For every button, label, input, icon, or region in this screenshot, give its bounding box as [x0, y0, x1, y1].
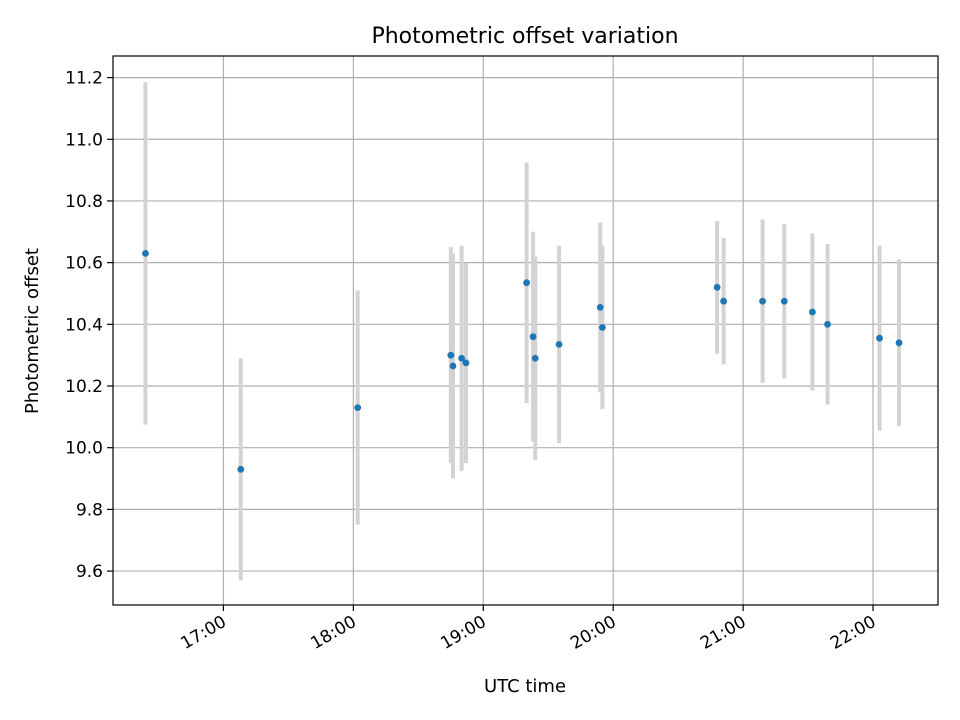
data-point: [449, 362, 457, 370]
y-axis-label: Photometric offset: [22, 248, 43, 414]
data-point: [531, 354, 539, 362]
data-point: [529, 333, 537, 341]
data-point: [780, 297, 788, 305]
y-tick-label: 11.2: [65, 69, 103, 89]
y-tick-label: 9.6: [76, 562, 103, 582]
data-point: [876, 334, 883, 342]
data-point: [462, 359, 470, 367]
data-point: [458, 354, 466, 362]
data-point: [809, 308, 816, 316]
chart-title: Photometric offset variation: [371, 24, 678, 49]
y-tick-label: 11.0: [65, 130, 103, 150]
y-tick-label: 10.0: [65, 439, 103, 459]
data-point: [598, 324, 606, 331]
data-point: [759, 297, 767, 305]
y-tick-label: 10.6: [65, 254, 103, 274]
data-point: [713, 283, 721, 291]
x-axis-label: UTC time: [484, 676, 566, 697]
y-tick-label: 10.2: [65, 377, 103, 397]
data-point: [142, 249, 149, 257]
data-point: [354, 404, 362, 412]
data-point: [447, 351, 455, 359]
y-tick-label: 10.4: [65, 315, 103, 335]
data-point: [555, 340, 563, 348]
y-tick-label: 9.8: [76, 500, 103, 520]
data-point: [237, 465, 245, 473]
data-points: [142, 249, 903, 473]
data-point: [523, 279, 530, 287]
data-point: [720, 297, 728, 305]
data-point: [824, 320, 831, 328]
data-point: [895, 339, 903, 347]
plot-frame: [112, 55, 939, 606]
data-point: [596, 303, 604, 311]
y-tick-label: 10.8: [65, 192, 103, 212]
